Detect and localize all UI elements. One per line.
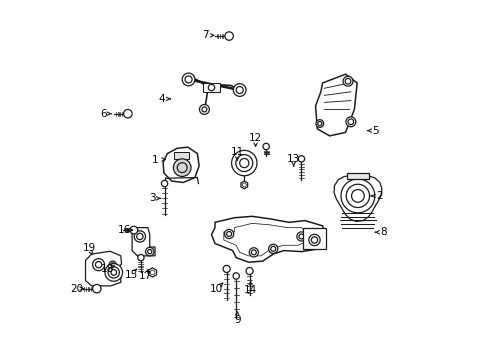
Circle shape bbox=[297, 232, 306, 241]
Circle shape bbox=[96, 261, 102, 268]
Circle shape bbox=[251, 250, 256, 255]
Circle shape bbox=[93, 259, 104, 271]
Circle shape bbox=[316, 120, 324, 127]
Text: 17: 17 bbox=[139, 271, 152, 281]
Circle shape bbox=[246, 267, 253, 275]
Circle shape bbox=[318, 121, 322, 126]
Circle shape bbox=[236, 86, 243, 94]
Circle shape bbox=[182, 73, 195, 86]
Text: 13: 13 bbox=[287, 154, 300, 164]
Circle shape bbox=[108, 267, 120, 278]
Text: 10: 10 bbox=[210, 284, 223, 294]
Circle shape bbox=[233, 84, 246, 96]
Circle shape bbox=[271, 246, 276, 251]
Circle shape bbox=[225, 32, 233, 40]
Circle shape bbox=[351, 189, 364, 202]
Circle shape bbox=[111, 270, 117, 275]
Circle shape bbox=[311, 230, 320, 239]
Bar bbox=[346, 172, 369, 179]
Circle shape bbox=[177, 163, 187, 172]
Text: 3: 3 bbox=[149, 193, 156, 203]
Text: 6: 6 bbox=[100, 109, 107, 119]
Text: 2: 2 bbox=[376, 191, 382, 201]
Polygon shape bbox=[212, 216, 325, 262]
Circle shape bbox=[199, 104, 209, 114]
Circle shape bbox=[313, 232, 318, 237]
Circle shape bbox=[105, 264, 122, 281]
Circle shape bbox=[269, 244, 278, 253]
Polygon shape bbox=[334, 176, 382, 221]
Circle shape bbox=[299, 234, 304, 239]
Circle shape bbox=[345, 78, 351, 84]
Circle shape bbox=[348, 119, 354, 125]
Text: 1: 1 bbox=[152, 154, 158, 165]
Circle shape bbox=[111, 263, 115, 266]
Circle shape bbox=[343, 76, 353, 86]
Text: 18: 18 bbox=[101, 264, 114, 274]
Circle shape bbox=[224, 229, 234, 239]
Text: 15: 15 bbox=[125, 270, 138, 280]
Polygon shape bbox=[148, 268, 156, 277]
Polygon shape bbox=[163, 147, 199, 183]
Text: 19: 19 bbox=[82, 243, 96, 253]
Circle shape bbox=[146, 247, 154, 256]
Circle shape bbox=[346, 117, 356, 127]
Circle shape bbox=[130, 226, 138, 234]
Circle shape bbox=[346, 184, 369, 207]
Text: 16: 16 bbox=[118, 225, 131, 235]
Polygon shape bbox=[86, 251, 122, 286]
Circle shape bbox=[134, 231, 146, 242]
Circle shape bbox=[185, 76, 192, 83]
Circle shape bbox=[93, 284, 101, 293]
Circle shape bbox=[147, 249, 152, 254]
Circle shape bbox=[137, 233, 143, 240]
Bar bbox=[203, 83, 220, 92]
Circle shape bbox=[298, 156, 305, 162]
Text: 4: 4 bbox=[159, 94, 166, 104]
Text: 11: 11 bbox=[231, 147, 244, 157]
Circle shape bbox=[311, 237, 318, 243]
Polygon shape bbox=[132, 228, 155, 256]
Polygon shape bbox=[241, 181, 247, 189]
Circle shape bbox=[240, 158, 249, 168]
Circle shape bbox=[233, 273, 239, 279]
Circle shape bbox=[138, 255, 144, 261]
Circle shape bbox=[227, 231, 232, 237]
Circle shape bbox=[109, 261, 116, 268]
Circle shape bbox=[161, 180, 168, 187]
Polygon shape bbox=[316, 74, 357, 136]
Bar bbox=[303, 228, 326, 249]
Text: 7: 7 bbox=[202, 30, 209, 40]
Circle shape bbox=[223, 265, 230, 273]
Text: 14: 14 bbox=[244, 285, 257, 295]
Text: 12: 12 bbox=[249, 133, 262, 143]
Circle shape bbox=[309, 234, 320, 246]
Circle shape bbox=[173, 159, 191, 176]
Circle shape bbox=[202, 107, 207, 112]
Circle shape bbox=[232, 150, 257, 176]
Circle shape bbox=[249, 248, 258, 257]
Text: 20: 20 bbox=[70, 284, 83, 294]
Circle shape bbox=[341, 179, 375, 213]
Circle shape bbox=[208, 84, 215, 91]
Bar bbox=[174, 152, 189, 159]
Text: 9: 9 bbox=[234, 315, 241, 325]
Text: 8: 8 bbox=[380, 227, 387, 237]
Circle shape bbox=[123, 109, 132, 118]
Circle shape bbox=[236, 154, 253, 171]
Circle shape bbox=[263, 143, 270, 150]
Text: 5: 5 bbox=[372, 126, 379, 136]
